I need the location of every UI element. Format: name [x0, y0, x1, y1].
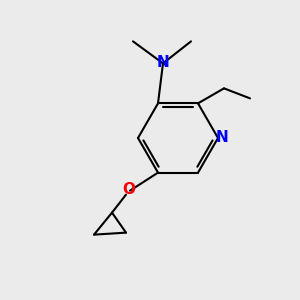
Text: O: O	[122, 182, 136, 197]
Text: N: N	[216, 130, 228, 146]
Text: N: N	[157, 55, 169, 70]
